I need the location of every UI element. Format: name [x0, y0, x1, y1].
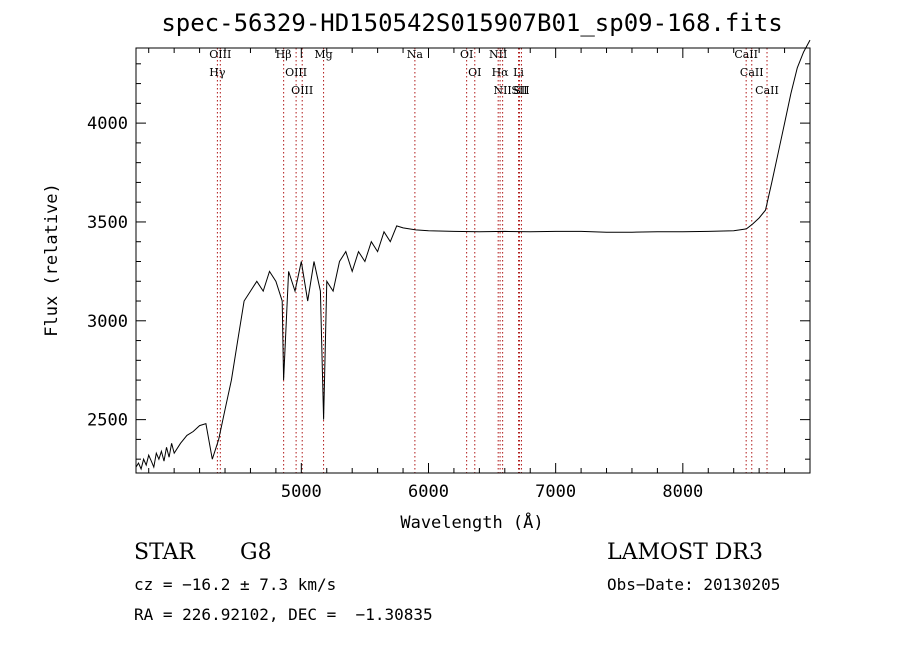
- line-label: OIII: [291, 84, 313, 97]
- y-tick-label: 2500: [87, 411, 128, 431]
- line-label: Hγ: [209, 66, 226, 79]
- obs-date: Obs−Date: 20130205: [607, 575, 781, 594]
- line-label: SII: [513, 84, 529, 97]
- spectrum-line: [135, 39, 811, 471]
- line-label: CaII: [734, 48, 758, 61]
- redshift-info: cz = −16.2 ± 7.3 km/s: [134, 575, 337, 594]
- object-subclass: G8: [240, 540, 272, 565]
- x-tick-label: 5000: [281, 482, 322, 502]
- survey-name: LAMOST DR3: [607, 540, 763, 565]
- line-label: OIII: [209, 48, 231, 61]
- x-tick-label: 6000: [408, 482, 449, 502]
- line-label: Na: [407, 48, 424, 61]
- line-label: Li: [513, 66, 524, 79]
- coordinates: RA = 226.92102, DEC = −1.30835: [134, 605, 433, 624]
- x-tick-label: 8000: [662, 482, 703, 502]
- line-label: Hβ: [276, 48, 292, 61]
- object-class: STAR: [134, 540, 195, 565]
- chart-title: spec-56329-HD150542S015907B01_sp09-168.f…: [161, 9, 782, 37]
- plot-frame: [135, 47, 811, 474]
- x-tick-label: 7000: [535, 482, 576, 502]
- line-markers: [216, 48, 768, 473]
- axis-ticks: 5000 6000 7000 8000 2500 3000 3500 4000: [87, 48, 810, 502]
- x-axis-label: Wavelength (Å): [400, 511, 543, 533]
- line-label: Hα: [492, 66, 510, 79]
- line-label: SII: [511, 84, 527, 97]
- line-label: OI: [468, 66, 481, 79]
- line-label: OI: [460, 48, 473, 61]
- y-tick-label: 4000: [87, 114, 128, 134]
- line-label: CaII: [755, 84, 779, 97]
- y-axis-label: Flux (relative): [42, 183, 62, 337]
- line-label: NII: [489, 48, 507, 61]
- line-label: NII: [493, 84, 511, 97]
- line-label: Mg: [314, 48, 332, 61]
- line-label: CaII: [740, 66, 764, 79]
- y-tick-label: 3000: [87, 312, 128, 332]
- line-label: OIII: [285, 66, 307, 79]
- y-tick-label: 3500: [87, 213, 128, 233]
